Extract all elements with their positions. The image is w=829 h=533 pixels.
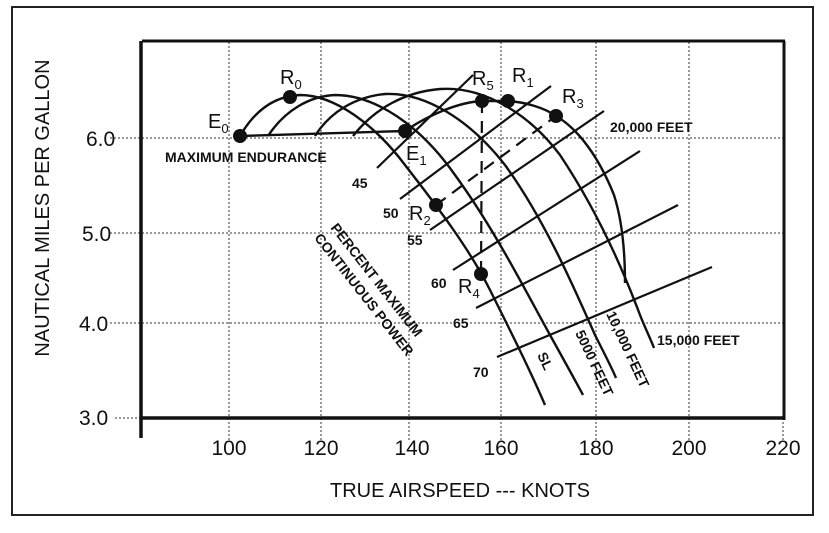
label-r1: R1 — [512, 65, 534, 90]
power-line-70 — [496, 265, 713, 359]
curve-sl — [238, 93, 547, 406]
svg-text:60: 60 — [431, 275, 447, 291]
power-line-65 — [475, 204, 679, 309]
svg-text:65: 65 — [453, 315, 469, 331]
data-points — [233, 90, 563, 281]
svg-text:4.0: 4.0 — [79, 313, 108, 336]
curve-5000 — [266, 93, 585, 396]
label-r0: R0 — [280, 67, 302, 92]
curve-10000 — [313, 92, 618, 379]
dashed-lines — [435, 100, 557, 275]
label-r2: R2 — [409, 203, 431, 228]
label-e0: E0 — [208, 111, 229, 136]
svg-text:5.0: 5.0 — [82, 223, 111, 246]
label-e1: E1 — [406, 143, 427, 168]
svg-text:50: 50 — [383, 205, 399, 221]
alt-label-15000: 15,000 FEET — [657, 332, 740, 348]
svg-text:45: 45 — [352, 175, 368, 191]
svg-text:220: 220 — [765, 437, 800, 460]
svg-text:3.0: 3.0 — [79, 407, 108, 430]
x-axis-title: TRUE AIRSPEED --- KNOTS — [330, 480, 590, 502]
svg-text:140: 140 — [394, 437, 429, 460]
alt-label-20000: 20,000 FEET — [610, 119, 693, 135]
gridlines — [110, 42, 784, 440]
svg-text:120: 120 — [303, 437, 338, 460]
point-r3 — [549, 109, 563, 123]
label-r4: R4 — [458, 276, 480, 301]
point-r0 — [283, 90, 297, 104]
point-labels: E0 R0 E1 R5 R1 R3 R2 R4 — [208, 65, 584, 301]
power-line-55 — [429, 110, 605, 231]
max-endurance-line — [239, 129, 406, 138]
curve-20000 — [404, 99, 627, 284]
alt-label-sl: SL — [534, 350, 556, 373]
dashed-r2-r3 — [435, 115, 557, 206]
point-r4 — [474, 267, 488, 281]
svg-text:100: 100 — [211, 437, 246, 460]
y-axis-title: NAUTICAL MILES PER GALLON — [32, 59, 54, 356]
power-line-45 — [376, 74, 474, 169]
point-r2 — [429, 198, 443, 212]
point-e0 — [233, 129, 247, 143]
chart-frame — [11, 6, 814, 516]
svg-text:160: 160 — [483, 437, 518, 460]
svg-text:200: 200 — [671, 437, 706, 460]
svg-text:70: 70 — [473, 364, 489, 380]
x-tick-labels: 100 120 140 160 180 200 220 — [211, 437, 800, 460]
y-tick-labels: 6.0 5.0 4.0 3.0 — [79, 128, 115, 430]
point-e1 — [398, 124, 412, 138]
power-labels: 45 50 55 60 65 70 — [352, 175, 489, 380]
dashed-r5-r4 — [479, 100, 484, 275]
max-endurance-label: MAXIMUM ENDURANCE — [165, 149, 327, 165]
point-r1 — [501, 94, 515, 108]
power-line-50 — [399, 85, 552, 200]
point-r5 — [475, 94, 489, 108]
svg-text:6.0: 6.0 — [86, 128, 115, 151]
plot-axes — [139, 39, 786, 438]
curve-15000 — [352, 87, 656, 349]
power-line-60 — [452, 150, 641, 271]
label-r3: R3 — [562, 86, 584, 111]
svg-text:55: 55 — [407, 232, 423, 248]
power-lines — [376, 74, 713, 359]
svg-text:180: 180 — [578, 437, 613, 460]
label-r5: R5 — [472, 68, 494, 93]
